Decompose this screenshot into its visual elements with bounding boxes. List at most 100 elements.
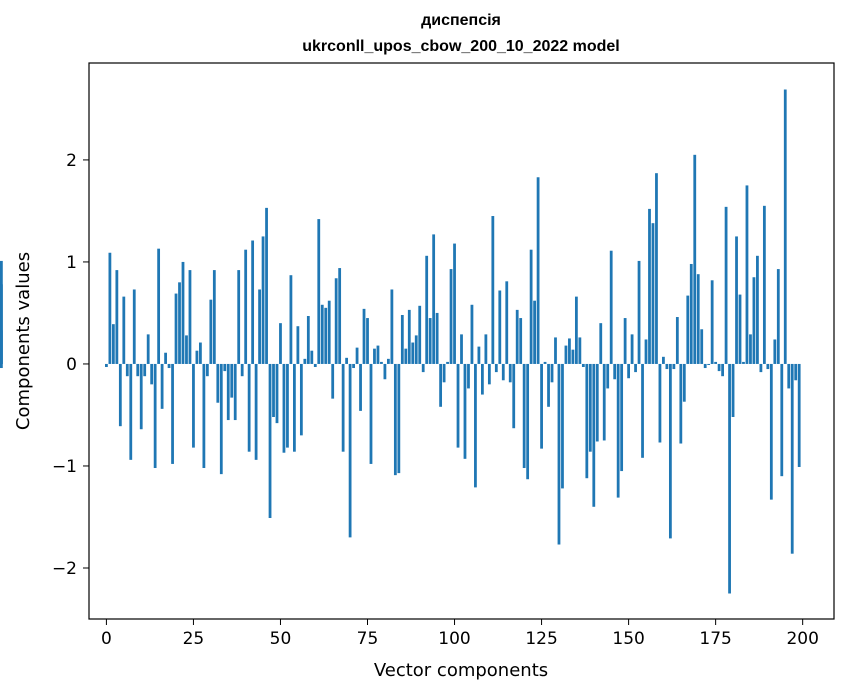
bar	[526, 363, 530, 480]
bar	[665, 363, 669, 370]
bar	[296, 326, 300, 364]
bar	[428, 318, 432, 364]
bar	[474, 363, 477, 488]
bar	[390, 289, 394, 364]
bar	[491, 216, 495, 364]
bar	[773, 339, 777, 364]
bar	[644, 339, 648, 364]
bar	[425, 255, 429, 364]
bar	[160, 363, 164, 409]
bar	[634, 363, 637, 373]
bar	[247, 363, 251, 452]
bar	[261, 236, 265, 364]
bar	[756, 255, 759, 364]
bar	[592, 363, 596, 507]
bar	[442, 363, 446, 383]
bar	[178, 282, 181, 364]
bar	[185, 335, 188, 364]
bar	[668, 363, 672, 539]
bar	[289, 275, 293, 364]
bar	[373, 348, 376, 364]
bar	[731, 363, 735, 417]
bar	[251, 240, 255, 364]
bar	[432, 234, 436, 364]
x-tick-label: 200	[786, 629, 818, 649]
bar	[108, 252, 112, 364]
bar	[136, 363, 140, 377]
bar	[279, 323, 282, 364]
bar	[724, 206, 728, 364]
bar	[397, 363, 401, 474]
bar	[467, 363, 470, 389]
bar	[164, 352, 167, 364]
bar	[543, 361, 547, 364]
bar	[306, 316, 310, 364]
bar	[522, 363, 526, 469]
bar	[561, 363, 564, 489]
bar	[481, 363, 484, 395]
chart-title-line-2: ukrconll_upos_cbow_200_10_2022 model	[302, 38, 619, 55]
bar	[153, 363, 157, 469]
bar	[188, 270, 192, 364]
bar	[223, 363, 227, 372]
bar	[105, 363, 108, 368]
bar	[533, 300, 536, 364]
bar	[209, 299, 213, 364]
bar	[529, 249, 533, 364]
x-tick-label: 75	[357, 629, 379, 649]
y-tick-label: −2	[52, 559, 77, 579]
bar	[150, 363, 154, 385]
bar	[578, 337, 582, 364]
bar	[728, 363, 731, 594]
bar	[171, 363, 174, 464]
bar	[637, 260, 641, 364]
bar	[355, 347, 359, 364]
bar	[752, 277, 756, 364]
bar	[400, 314, 404, 364]
bar	[738, 294, 742, 364]
bar	[630, 334, 634, 364]
bar	[498, 290, 502, 364]
bar	[783, 89, 787, 364]
bar	[550, 363, 554, 383]
bar	[686, 295, 690, 364]
bar	[581, 363, 585, 368]
bar	[540, 363, 543, 449]
bar	[703, 363, 707, 369]
bar	[484, 334, 488, 364]
bar	[769, 363, 773, 500]
bar	[745, 185, 749, 364]
bar	[574, 296, 578, 364]
bar	[651, 223, 655, 364]
bar	[387, 358, 390, 364]
x-axis-ticks: 0 25 50 75 100 125 150 175 200	[101, 619, 819, 649]
bar	[456, 363, 460, 448]
bar	[696, 274, 700, 364]
bar	[675, 317, 679, 364]
bar	[599, 323, 603, 364]
x-tick-label: 25	[183, 629, 205, 649]
bar	[167, 363, 171, 369]
bar	[797, 363, 801, 467]
y-tick-label: 2	[66, 151, 77, 171]
bar	[195, 350, 199, 364]
x-tick-label: 100	[438, 629, 470, 649]
y-axis-label: Components values	[13, 252, 34, 430]
bar	[449, 269, 453, 364]
bar	[588, 363, 592, 452]
bar	[310, 350, 314, 364]
bar	[641, 363, 644, 458]
bar	[470, 304, 474, 364]
bar	[421, 363, 425, 373]
bar	[508, 363, 512, 383]
y-tick-label: −1	[52, 457, 77, 477]
bar	[658, 363, 662, 443]
bar	[376, 345, 380, 364]
bar	[672, 363, 676, 370]
bar	[317, 219, 321, 364]
bar	[790, 363, 794, 554]
bar	[226, 363, 230, 421]
bar	[265, 207, 268, 364]
bar-series	[0, 89, 801, 594]
